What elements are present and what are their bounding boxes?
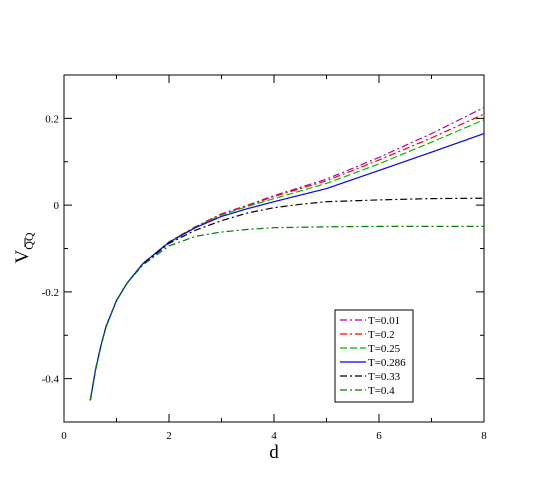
y-axis-label-sub: QQ: [22, 232, 36, 250]
legend-label: T=0.286: [368, 357, 406, 369]
series-line-t-0-4: [89, 225, 484, 401]
x-tick-label: 0: [61, 430, 67, 442]
legend: T=0.01 T=0.2 T=0.25 T=0.286 T=0.33 T=0.4: [334, 309, 414, 403]
series-line-t-0-01: [89, 106, 485, 401]
x-tick-label: 6: [376, 430, 382, 442]
svg-text:VQQ: VQQ: [12, 232, 36, 263]
legend-label: T=0.01: [368, 315, 400, 327]
x-tick-label: 8: [481, 430, 487, 442]
axis-ticks: 0 2 4 6 8 -0.4 -0.2 0 0.2: [42, 74, 487, 442]
plot-area: [63, 74, 485, 423]
x-axis-label: d: [269, 442, 279, 463]
legend-label: T=0.4: [368, 385, 395, 397]
y-axis-label: VQQ: [12, 232, 36, 263]
legend-label: T=0.25: [368, 343, 401, 355]
y-tick-label: 0: [54, 200, 60, 212]
series-line-t-0-286: [89, 133, 485, 401]
y-tick-label: 0.2: [45, 113, 59, 125]
legend-label: T=0.33: [368, 371, 401, 383]
series-line-t-0-2: [89, 113, 485, 401]
y-tick-label: -0.2: [42, 287, 59, 299]
y-axis-label-main: V: [12, 250, 33, 264]
series-line-t-0-33: [89, 197, 485, 401]
series-group: [89, 106, 485, 401]
legend-box: [334, 309, 414, 403]
legend-label: T=0.2: [368, 329, 395, 341]
x-tick-label: 4: [271, 430, 277, 442]
y-tick-label: -0.4: [42, 374, 60, 386]
x-tick-label: 2: [166, 430, 172, 442]
